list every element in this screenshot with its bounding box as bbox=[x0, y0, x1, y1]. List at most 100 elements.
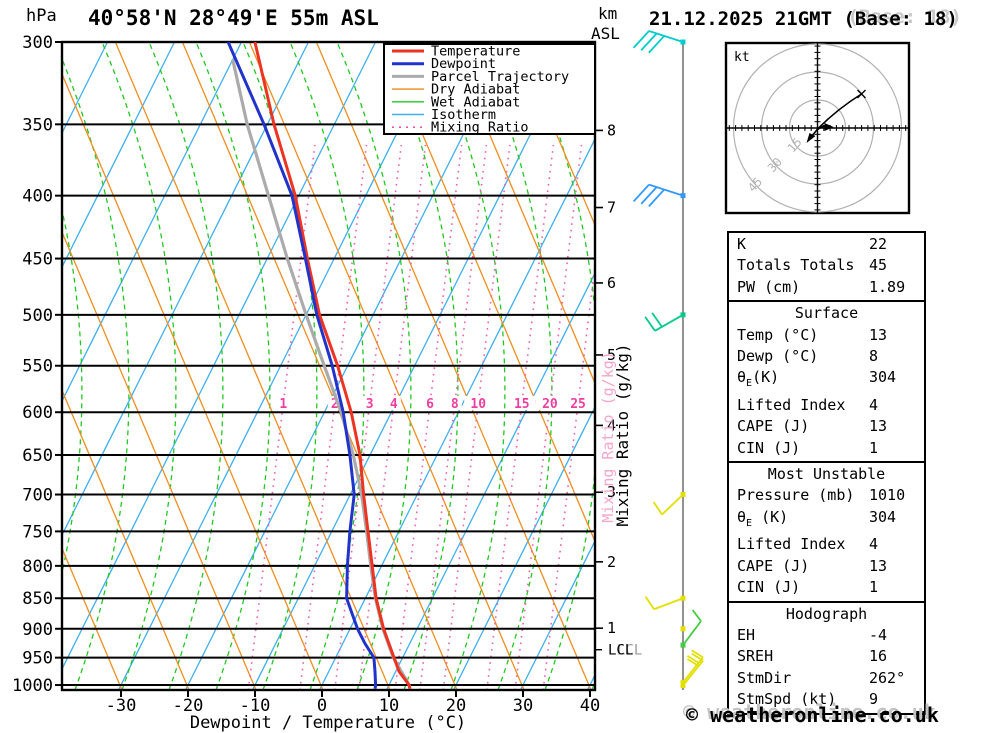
temperature-tick-label: 30 bbox=[513, 696, 533, 716]
index-row: Lifted Index 4 bbox=[729, 534, 924, 555]
index-label: StmSpd (kt) bbox=[737, 690, 837, 709]
wind-barb-tick bbox=[632, 184, 650, 203]
index-row: Lifted Index 4 bbox=[729, 395, 924, 416]
wind-barb-shaft bbox=[661, 493, 684, 516]
mixing-ratio-value-label: 20 bbox=[542, 397, 558, 412]
index-label: K bbox=[737, 235, 747, 253]
km-tick-label: 4 bbox=[607, 416, 616, 434]
x-axis-label: Dewpoint / Temperature (°C) bbox=[190, 713, 466, 733]
altitude-unit-asl-label: ASL bbox=[591, 24, 620, 43]
copyright-text: © weatheronline.co.uk bbox=[686, 703, 939, 727]
lcl-label: LCL bbox=[608, 643, 633, 659]
wind-barb-tick bbox=[632, 30, 650, 49]
index-value: 1 bbox=[869, 438, 879, 457]
wind-barb-tick bbox=[686, 655, 700, 664]
mixing-ratio-value-label: 8 bbox=[451, 397, 459, 412]
index-value: 262° bbox=[869, 668, 906, 687]
km-tick-label: 8 bbox=[607, 121, 616, 139]
index-row: StmSpd (kt) 9 bbox=[729, 689, 924, 710]
index-label: CIN (J) bbox=[737, 438, 801, 457]
wind-barb-tick bbox=[691, 609, 702, 622]
index-value: 22 bbox=[869, 235, 888, 253]
mixing-ratio-axis-label-pink: Mixing Ratio (g/kg) bbox=[599, 351, 617, 523]
isotherm-line bbox=[62, 42, 176, 269]
plot-gridlines bbox=[62, 42, 595, 690]
index-label: CAPE (J) bbox=[737, 556, 810, 575]
index-value: 9 bbox=[869, 690, 879, 709]
station-title: 40°58'N 28°49'E 55m ASL bbox=[88, 6, 379, 30]
run-datetime-text: 21.12.2025 21GMT bbox=[649, 8, 844, 30]
pressure-tick-label: 750 bbox=[22, 522, 53, 542]
table-section-title: Most Unstable bbox=[767, 465, 886, 484]
index-row: PW (cm) 1.89 bbox=[729, 277, 924, 298]
wind-barb-tick bbox=[648, 35, 665, 54]
table-section: K 22 Totals Totals 45 PW (cm) 1.89 bbox=[729, 233, 924, 300]
altitude-unit-km-label: km bbox=[598, 4, 618, 23]
pressure-tick-label: 450 bbox=[22, 250, 53, 270]
pressure-tick-label: 700 bbox=[22, 486, 53, 506]
index-row: K 22 bbox=[729, 234, 924, 255]
index-value: 16 bbox=[869, 647, 888, 666]
wind-barb-shaft bbox=[648, 183, 684, 197]
dry-adiabat-line bbox=[62, 388, 190, 690]
index-row: StmDir 262° bbox=[729, 668, 924, 689]
index-label: CAPE (J) bbox=[737, 417, 810, 436]
dry-adiabat-line bbox=[62, 546, 123, 690]
index-value: 13 bbox=[869, 556, 888, 575]
index-value: 1010 bbox=[869, 486, 906, 505]
mixing-label-chip bbox=[535, 396, 564, 410]
temperature-tick-label: -10 bbox=[240, 696, 271, 716]
wind-barb-root-dot bbox=[680, 626, 686, 632]
index-label: Lifted Index bbox=[737, 535, 846, 554]
isotherm-line bbox=[519, 539, 595, 690]
temperature-tick-label: 40 bbox=[580, 696, 600, 716]
index-value: 1 bbox=[869, 578, 879, 597]
km-tick-label: 3 bbox=[607, 483, 616, 501]
dry-adiabat-line bbox=[516, 42, 595, 227]
temperature-tick-label: 10 bbox=[379, 696, 399, 716]
temperature-tick-label: -20 bbox=[173, 696, 204, 716]
wind-barb-shaft bbox=[653, 597, 684, 611]
run-base-text: (Base: 18) bbox=[843, 8, 958, 30]
pressure-tick-label: 900 bbox=[22, 620, 53, 640]
hodograph-trace bbox=[816, 93, 862, 130]
mixing-ratio-axis-label: Mixing Ratio (g/kg) bbox=[613, 343, 632, 526]
mixing-label-chip bbox=[447, 396, 462, 410]
index-value: 4 bbox=[869, 395, 879, 414]
lcl-label-ghost: LCL bbox=[617, 643, 642, 659]
hodograph-unit-label: kt bbox=[734, 50, 750, 65]
dewpoint-curve bbox=[226, 42, 378, 689]
pressure-tick-label: 400 bbox=[22, 187, 53, 207]
index-value: -4 bbox=[869, 625, 888, 644]
pressure-tick-label: 600 bbox=[22, 403, 53, 423]
index-label: PW (cm) bbox=[737, 277, 801, 296]
legend-item-label: Isotherm bbox=[431, 107, 496, 123]
table-section-title: Hodograph bbox=[785, 604, 868, 623]
temperature-tick-label: -30 bbox=[106, 696, 137, 716]
index-label: θE(K) bbox=[737, 368, 780, 390]
pressure-tick-label: 850 bbox=[22, 589, 53, 609]
table-section: Most Unstable Pressure (mb) 1010 θE (K) 304 L… bbox=[729, 461, 924, 600]
run-datetime-title: 21.12.2025 21GMT (Base: 18) bbox=[649, 8, 958, 30]
wind-barb-tick bbox=[691, 649, 704, 659]
index-value: 304 bbox=[869, 368, 897, 387]
mixing-ratio-value-label: 1 bbox=[279, 397, 287, 412]
wind-barb-shaft bbox=[682, 656, 704, 683]
indices-table: K 22 Totals Totals 45 PW (cm) 1.89 Surface Temp… bbox=[727, 231, 926, 715]
mixing-ratio-value-label: 3 bbox=[366, 397, 374, 412]
wind-barb-tick bbox=[651, 312, 663, 328]
legend-item-label: Wet Adiabat bbox=[431, 94, 520, 110]
index-value: 13 bbox=[869, 325, 888, 344]
mixing-label-chip bbox=[464, 396, 493, 410]
legend-item-label: Dewpoint bbox=[431, 56, 496, 72]
index-label: StmDir bbox=[737, 668, 792, 687]
km-tick-label: 7 bbox=[607, 199, 616, 217]
index-value: 13 bbox=[869, 417, 888, 436]
index-row: CIN (J) 1 bbox=[729, 438, 924, 459]
index-row: Temp (°C) 13 bbox=[729, 325, 924, 346]
legend-item-label: Mixing Ratio bbox=[431, 120, 529, 136]
temperature-tick-label: 20 bbox=[446, 696, 466, 716]
table-section: Hodograph EH -4 SREH 16 StmDir 262° StmSpd (kt)… bbox=[729, 600, 924, 713]
legend-item-label: Temperature bbox=[431, 44, 520, 60]
